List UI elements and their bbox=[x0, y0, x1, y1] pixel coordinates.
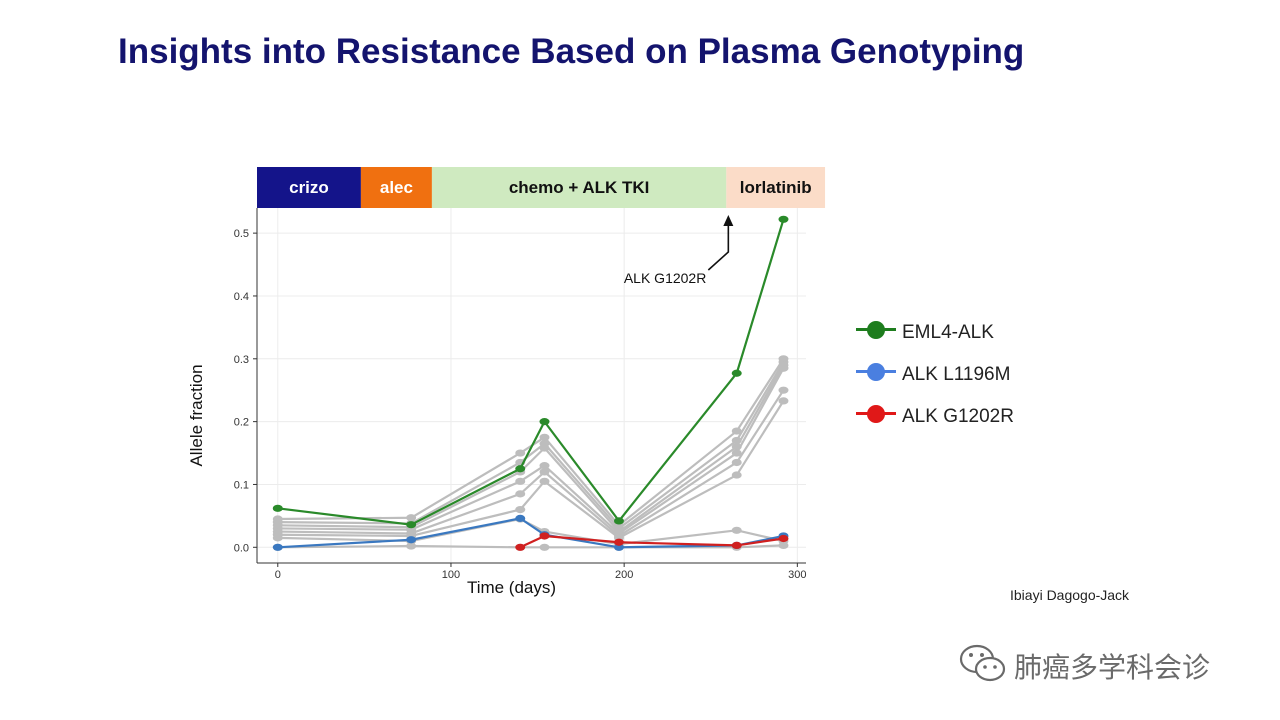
series-point bbox=[731, 369, 742, 377]
x-tick-label: 200 bbox=[615, 569, 633, 581]
gray-series-point bbox=[539, 543, 550, 551]
series-point bbox=[539, 532, 550, 540]
gray-series-point bbox=[539, 462, 550, 470]
treatment-band bbox=[360, 167, 432, 208]
gray-series-point bbox=[731, 526, 742, 534]
annotation-label: ALK G1202R bbox=[624, 270, 707, 286]
series-point bbox=[731, 541, 742, 550]
watermark-text: 肺癌多学科会诊 bbox=[1014, 651, 1211, 684]
watermark: 肺癌多学科会诊 bbox=[958, 640, 1258, 688]
gray-series-point bbox=[515, 490, 526, 498]
series-point bbox=[613, 517, 624, 525]
series-point bbox=[515, 514, 526, 522]
series-point bbox=[539, 418, 550, 426]
gray-series-point bbox=[515, 477, 526, 485]
gray-series-point bbox=[406, 542, 417, 550]
legend-label-alk-l1196m: ALK L1196M bbox=[902, 364, 1011, 385]
treatment-band-label: chemo + ALK TKI bbox=[509, 178, 650, 197]
legend-dot-eml4-alk bbox=[867, 321, 885, 339]
x-tick-label: 100 bbox=[442, 569, 460, 581]
series-point bbox=[778, 215, 789, 223]
treatment-band bbox=[257, 167, 361, 208]
series-point bbox=[406, 521, 417, 529]
y-tick-label: 0.4 bbox=[234, 291, 249, 303]
series-point bbox=[406, 536, 417, 544]
legend-dot-alk-l1196m bbox=[867, 363, 885, 381]
y-tick-label: 0.5 bbox=[234, 228, 249, 240]
series-point bbox=[613, 538, 624, 546]
gray-series-point bbox=[539, 444, 550, 452]
gray-series-point bbox=[272, 534, 283, 542]
y-axis-title: Allele fraction bbox=[187, 364, 206, 466]
gray-series-point bbox=[515, 449, 526, 457]
gray-series-point bbox=[778, 364, 789, 372]
series-point bbox=[515, 543, 526, 551]
slide-title: Insights into Resistance Based on Plasma… bbox=[118, 32, 1025, 71]
plot-panel bbox=[257, 208, 806, 563]
series-point bbox=[272, 504, 283, 512]
treatment-band-label: alec bbox=[380, 178, 413, 197]
y-tick-label: 0.1 bbox=[234, 479, 249, 491]
author-credit: Ibiayi Dagogo-Jack bbox=[1010, 587, 1130, 603]
gray-series-point bbox=[539, 477, 550, 485]
series-point bbox=[613, 543, 624, 551]
gray-series-point bbox=[731, 471, 742, 479]
wechat-logo-icon bbox=[959, 644, 1006, 682]
y-tick-label: 0.3 bbox=[234, 354, 249, 366]
gray-series-point bbox=[778, 541, 789, 550]
series-point bbox=[778, 534, 789, 543]
gray-series-point bbox=[778, 386, 789, 394]
x-axis-title: Time (days) bbox=[467, 578, 556, 597]
gray-series-point bbox=[731, 427, 742, 435]
y-tick-label: 0.0 bbox=[234, 542, 249, 554]
x-tick-label: 300 bbox=[788, 569, 806, 581]
gray-series-point bbox=[515, 505, 526, 514]
legend-dot-alk-g1202r bbox=[867, 405, 885, 423]
treatment-band-label: lorlatinib bbox=[740, 178, 812, 197]
treatment-band bbox=[431, 167, 727, 208]
x-tick-label: 0 bbox=[275, 569, 281, 581]
legend-label-eml4-alk: EML4-ALK bbox=[902, 322, 994, 343]
annotation-arrow-head bbox=[723, 215, 734, 226]
gray-series-point bbox=[778, 397, 789, 405]
legend-label-alk-g1202r: ALK G1202R bbox=[902, 406, 1014, 427]
gray-series-point bbox=[539, 468, 550, 476]
y-tick-label: 0.2 bbox=[234, 417, 249, 429]
gray-series-point bbox=[539, 433, 550, 441]
annotation-arrow-line bbox=[707, 222, 730, 271]
treatment-band bbox=[726, 167, 826, 208]
treatment-band-label: crizo bbox=[289, 178, 329, 197]
gray-series-point bbox=[731, 458, 742, 467]
gray-series-point bbox=[406, 514, 417, 522]
gray-series-point bbox=[731, 449, 742, 457]
series-point bbox=[515, 465, 526, 473]
series-point bbox=[272, 543, 283, 551]
